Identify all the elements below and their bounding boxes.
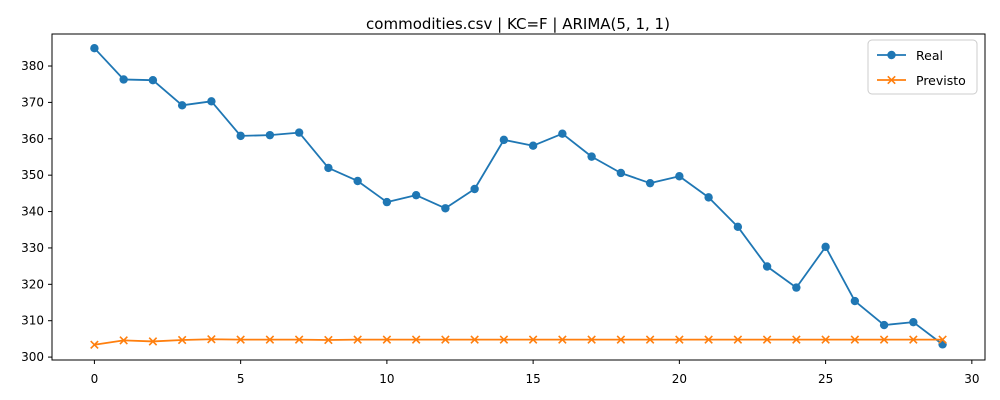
- real-point: [938, 340, 947, 349]
- real-point: [675, 172, 684, 181]
- previsto-point-b: [499, 335, 509, 344]
- previsto-point-b: [324, 335, 333, 345]
- real-point: [792, 283, 801, 292]
- previsto-point-b: [909, 335, 918, 344]
- real-point: [704, 193, 713, 202]
- series-line-previsto: [93, 338, 944, 346]
- y-tick-label: 320: [21, 277, 44, 291]
- y-tick-label: 300: [21, 350, 44, 364]
- real-point: [441, 204, 450, 213]
- legend-real-label: Real: [916, 48, 943, 63]
- real-point: [909, 317, 918, 327]
- plot-area: 0 5 10 15 20 25 30 300 310 320 330 340 350 360 370 380: [21, 33, 986, 386]
- real-point: [616, 168, 626, 178]
- real-point: [382, 197, 392, 207]
- real-point: [90, 43, 99, 53]
- previsto-point-b: [645, 335, 655, 344]
- y-tick-label: 340: [21, 205, 44, 219]
- y-tick-label: 330: [21, 241, 44, 255]
- real-point: [850, 296, 860, 306]
- previsto-point-b: [528, 335, 538, 344]
- previsto-point-b: [762, 335, 772, 344]
- real-point: [879, 320, 889, 330]
- previsto-point-b: [733, 335, 743, 344]
- real-point: [499, 135, 509, 145]
- real-point: [324, 163, 333, 173]
- previsto-point-b: [119, 336, 128, 345]
- previsto-point-b: [382, 335, 392, 344]
- series-layer: [90, 43, 947, 349]
- previsto-point-b: [236, 335, 245, 344]
- x-tick-label: 20: [672, 372, 687, 386]
- y-tick-label: 310: [21, 314, 44, 328]
- legend-previsto-marker-b: [887, 75, 896, 85]
- x-tick-label: 30: [964, 372, 979, 386]
- previsto-point-b: [675, 335, 684, 344]
- plot-frame: [51, 33, 986, 361]
- x-tick-label: 15: [525, 372, 540, 386]
- y-tick-label: 350: [21, 168, 44, 182]
- previsto-point-b: [792, 335, 801, 344]
- real-point: [177, 101, 187, 110]
- real-point: [265, 130, 275, 140]
- previsto-point-b: [265, 335, 275, 344]
- previsto-point-b: [470, 335, 479, 344]
- real-point: [236, 131, 245, 141]
- real-point: [353, 176, 362, 186]
- previsto-point-b: [294, 335, 304, 344]
- real-point: [411, 190, 421, 200]
- previsto-point-b: [704, 335, 713, 344]
- real-point: [294, 128, 304, 137]
- previsto-point-b: [616, 335, 626, 344]
- previsto-point-b: [879, 335, 889, 344]
- y-tick-label: 370: [21, 95, 44, 109]
- previsto-point-b: [821, 335, 830, 344]
- legend-previsto-label: Previsto: [916, 73, 966, 88]
- real-point: [470, 184, 479, 194]
- real-point: [645, 178, 655, 188]
- previsto-point-b: [411, 335, 421, 344]
- series-line-real: [93, 47, 944, 346]
- previsto-point-b: [850, 335, 860, 344]
- previsto-point-b: [177, 335, 187, 345]
- real-point: [762, 262, 772, 271]
- chart-title: commodities.csv | KC=F | ARIMA(5, 1, 1): [366, 15, 670, 33]
- y-tick-label: 380: [21, 59, 44, 73]
- previsto-point-b: [353, 335, 362, 344]
- real-point: [733, 222, 743, 232]
- real-point: [528, 141, 538, 150]
- legend-real-marker: [887, 50, 896, 60]
- previsto-point-b: [90, 340, 99, 349]
- real-point: [558, 129, 567, 138]
- previsto-point-b: [558, 335, 567, 344]
- x-tick-label: 25: [818, 372, 833, 386]
- previsto-point-b: [148, 337, 158, 346]
- y-tick-label: 360: [21, 132, 44, 146]
- legend: Real Previsto: [867, 39, 978, 95]
- real-point: [821, 242, 830, 252]
- real-point: [207, 97, 216, 106]
- previsto-point-b: [207, 334, 216, 344]
- real-point: [119, 75, 128, 84]
- x-tick-label: 0: [91, 372, 99, 386]
- x-axis: 0 5 10 15 20 25 30: [91, 360, 979, 386]
- x-tick-label: 10: [379, 372, 394, 386]
- previsto-point-b: [938, 335, 947, 344]
- x-tick-label: 5: [237, 372, 245, 386]
- real-point: [148, 76, 158, 85]
- y-axis: 300 310 320 330 340 350 360 370 380: [21, 59, 52, 364]
- previsto-point-b: [587, 335, 596, 344]
- real-point: [587, 152, 596, 161]
- previsto-point-b: [441, 335, 450, 344]
